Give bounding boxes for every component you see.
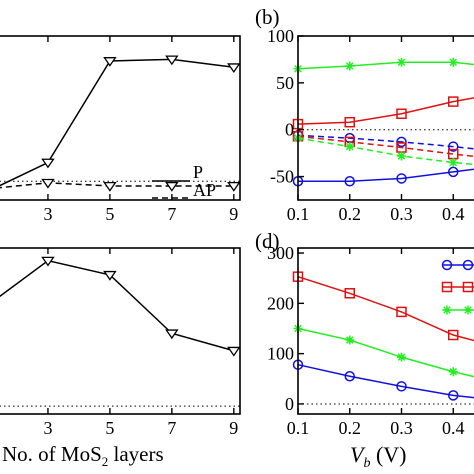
series-line-4 — [297, 135, 474, 158]
data-point-0-1 — [41, 256, 55, 267]
data-point-2-2 — [396, 381, 407, 392]
data-point-1-2 — [397, 352, 406, 362]
x-tick-label: 0.4 — [442, 204, 465, 224]
legend-marker — [441, 281, 453, 293]
x-axis-label-main: No. of MoS — [2, 442, 102, 466]
x-tick-label: 7 — [167, 418, 176, 438]
data-point-0-3 — [448, 329, 459, 341]
data-point-0-2 — [397, 57, 406, 67]
legend-marker — [462, 259, 474, 271]
axes-frame — [0, 35, 241, 201]
y-tick-label: 100 — [267, 26, 294, 46]
x-axis-label-tail: layers — [108, 442, 163, 466]
x-tick-label: 0.4 — [442, 418, 465, 438]
x-tick-label: 0.3 — [390, 418, 413, 438]
data-point-0-2 — [396, 306, 407, 318]
series-line-2 — [298, 168, 474, 183]
x-axis-label: No. of MoS2 layers — [2, 442, 164, 469]
panel-d: 0.10.20.30.403002001000(d)Vb (V) — [255, 229, 474, 471]
data-point-5-3 — [448, 158, 458, 168]
data-point-1-1 — [344, 116, 355, 128]
y-tick-label: 200 — [267, 293, 294, 313]
legend-label: P — [193, 162, 203, 182]
data-point-0-1 — [345, 61, 355, 71]
data-point-0-4 — [227, 63, 241, 74]
series-line-3 — [297, 134, 474, 150]
y-tick-label: 100 — [267, 344, 294, 364]
x-axis-label-subscript: b — [363, 456, 370, 471]
y-tick-label: -50 — [270, 167, 294, 187]
data-point-5-1 — [345, 142, 355, 152]
legend-label: AP — [193, 180, 216, 200]
x-tick-label: 0.1 — [287, 204, 310, 224]
x-tick-label: 5 — [105, 204, 114, 224]
data-point-0-3 — [448, 57, 458, 67]
data-point-1-1 — [41, 178, 55, 189]
data-point-0-1 — [41, 158, 55, 169]
legend-marker — [442, 305, 452, 315]
data-point-3-3 — [448, 141, 459, 152]
series-line-2 — [297, 363, 474, 399]
x-tick-label: 3 — [43, 418, 52, 438]
x-tick-label: 0.2 — [339, 418, 362, 438]
data-point-2-1 — [344, 176, 355, 187]
x-axis-label-main: V — [350, 442, 366, 467]
panel-label: (d) — [255, 229, 280, 253]
legend-marker — [441, 259, 453, 271]
series-line-1 — [297, 97, 474, 125]
data-point-1-2 — [396, 108, 407, 120]
panel-b: 0.10.20.30.40100500-50(b) — [255, 5, 474, 224]
x-tick-label: 0.2 — [339, 204, 362, 224]
x-axis-label-subscript: 2 — [102, 454, 109, 469]
data-point-2-3 — [448, 166, 459, 178]
panel-bottom-left: 3 5 7 9 No. of MoS2 layers — [0, 247, 241, 469]
data-point-1-2 — [103, 181, 117, 192]
data-point-2-2 — [396, 173, 407, 184]
x-tick-label: 9 — [229, 204, 238, 224]
data-point-1-3 — [165, 181, 179, 192]
x-tick-label: 0.3 — [390, 204, 413, 224]
data-point-0-1 — [344, 288, 355, 299]
data-point-0-3 — [165, 55, 179, 66]
data-point-1-3 — [448, 96, 459, 107]
x-tick-label: 9 — [229, 418, 238, 438]
y-tick-label: 0 — [285, 120, 294, 140]
y-tick-label: 50 — [276, 73, 294, 93]
data-point-2-1 — [344, 371, 355, 382]
data-point-1-1 — [345, 335, 355, 345]
data-point-0-3 — [165, 329, 179, 340]
y-tick-label: 300 — [267, 243, 294, 263]
legend-marker — [463, 305, 473, 315]
data-point-1-3 — [448, 367, 458, 377]
data-point-0-2 — [103, 57, 117, 67]
x-axis-label: Vb (V) — [350, 442, 407, 471]
x-tick-label: 0.1 — [287, 418, 310, 438]
data-point-5-2 — [397, 151, 406, 161]
panel-label: (b) — [255, 5, 280, 29]
y-tick-label: 0 — [285, 394, 294, 414]
data-point-3-2 — [396, 136, 407, 148]
data-point-0-4 — [227, 346, 241, 357]
x-tick-label: 3 — [43, 204, 52, 224]
panel-top-left: PAP 3 5 7 9 — [0, 35, 241, 224]
data-point-0-2 — [103, 270, 117, 281]
series-line-0 — [297, 275, 474, 342]
x-tick-label: 5 — [105, 418, 114, 438]
x-tick-label: 7 — [167, 204, 176, 224]
x-axis-label-tail: (V) — [370, 442, 406, 467]
axes-frame — [0, 247, 241, 415]
data-point-2-3 — [448, 390, 459, 401]
data-point-1-4 — [227, 181, 241, 192]
legend-marker — [462, 281, 474, 293]
